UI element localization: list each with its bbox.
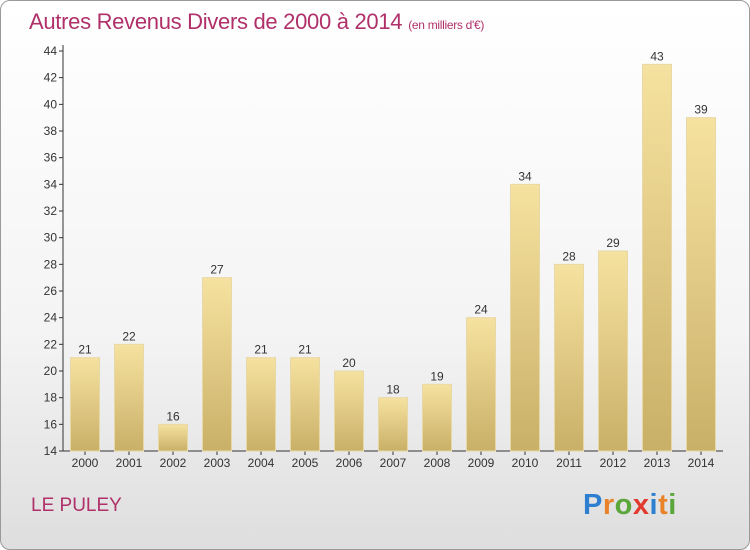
y-tick-label: 30	[44, 231, 58, 245]
logo-letter: x	[632, 489, 650, 521]
data-label-2000: 21	[78, 343, 92, 357]
data-label-2003: 27	[210, 263, 224, 277]
y-tick-label: 14	[44, 444, 58, 458]
bar-2000[interactable]	[70, 357, 100, 452]
logo-letter: i	[668, 489, 677, 521]
x-tick-label: 2010	[512, 456, 539, 470]
data-label-2009: 24	[474, 303, 488, 317]
data-label-2007: 18	[386, 383, 400, 397]
x-tick-label: 2004	[248, 456, 275, 470]
logo-letter: o	[614, 489, 633, 521]
data-label-2004: 21	[254, 343, 268, 357]
logo-letter: t	[658, 489, 669, 521]
proxiti-logo[interactable]: Proxiti	[583, 489, 677, 522]
x-tick-label: 2000	[72, 456, 99, 470]
data-label-2012: 29	[606, 236, 620, 250]
chart-title: Autres Revenus Divers de 2000 à 2014 (en …	[29, 9, 484, 35]
y-tick-label: 44	[44, 44, 58, 58]
y-axis: 14 16 18 20 22 24 26 28 30 32 34 36 38 40 42 44	[44, 44, 64, 458]
place-name: LE PULEY	[31, 495, 122, 516]
y-tick-label: 34	[44, 177, 58, 191]
y-tick-label: 40	[44, 97, 58, 111]
data-label-2014: 39	[694, 103, 708, 117]
data-label-2006: 20	[342, 356, 356, 370]
bar-2004[interactable]	[246, 357, 276, 452]
bar-2009[interactable]	[466, 317, 496, 452]
x-tick-label: 2005	[292, 456, 319, 470]
logo-letter: r	[602, 489, 615, 521]
bar-2010[interactable]	[510, 183, 540, 452]
bar-2003[interactable]	[202, 277, 232, 452]
x-tick-label: 2008	[424, 456, 451, 470]
x-tick-label: 2011	[556, 456, 582, 470]
bar-2011[interactable]	[554, 263, 584, 452]
bar-2013[interactable]	[642, 63, 672, 452]
x-tick-label: 2014	[688, 456, 715, 470]
x-tick-label: 2013	[644, 456, 671, 470]
data-labels: 21 22 16 27 21 21 20 18 19 24 34 28 29 43 39	[78, 49, 708, 423]
y-tick-label: 22	[44, 337, 58, 351]
bar-2012[interactable]	[598, 250, 628, 452]
data-label-2013: 43	[650, 49, 664, 63]
y-tick-label: 16	[44, 417, 58, 431]
bar-2001[interactable]	[114, 343, 144, 452]
chart-unit: (en milliers d'€)	[408, 18, 485, 32]
bar-2007[interactable]	[378, 397, 408, 452]
y-tick-label: 28	[44, 257, 58, 271]
x-tick-label: 2003	[204, 456, 231, 470]
bar-2008[interactable]	[422, 383, 452, 452]
data-label-2002: 16	[166, 409, 180, 423]
bar-2005[interactable]	[290, 357, 320, 452]
data-label-2010: 34	[518, 169, 532, 183]
x-tick-label: 2002	[160, 456, 187, 470]
bar-2014[interactable]	[686, 117, 716, 452]
logo-letter: P	[583, 489, 603, 521]
y-tick-label: 18	[44, 391, 58, 405]
x-axis: 2000 2001 2002 2003 2004 2005 2006 2007 2008 2009…	[63, 450, 723, 470]
y-tick-label: 36	[44, 151, 58, 165]
logo-letter: i	[649, 489, 659, 521]
x-tick-label: 2009	[468, 456, 495, 470]
bars	[70, 63, 716, 452]
data-label-2005: 21	[298, 343, 312, 357]
x-tick-label: 2001	[116, 456, 143, 470]
chart-title-text: Autres Revenus Divers de 2000 à 2014	[29, 9, 403, 34]
data-label-2001: 22	[122, 329, 136, 343]
bar-2002[interactable]	[158, 423, 188, 452]
data-label-2008: 19	[430, 369, 444, 383]
data-label-2011: 28	[562, 249, 576, 263]
y-tick-label: 24	[44, 311, 58, 325]
bar-2006[interactable]	[334, 370, 364, 452]
y-tick-label: 32	[44, 204, 58, 218]
x-tick-label: 2006	[336, 456, 363, 470]
y-tick-label: 38	[44, 124, 58, 138]
y-tick-label: 42	[44, 71, 58, 85]
y-tick-label: 26	[44, 284, 58, 298]
y-tick-label: 20	[44, 364, 58, 378]
x-tick-label: 2012	[600, 456, 627, 470]
x-tick-label: 2007	[380, 456, 407, 470]
